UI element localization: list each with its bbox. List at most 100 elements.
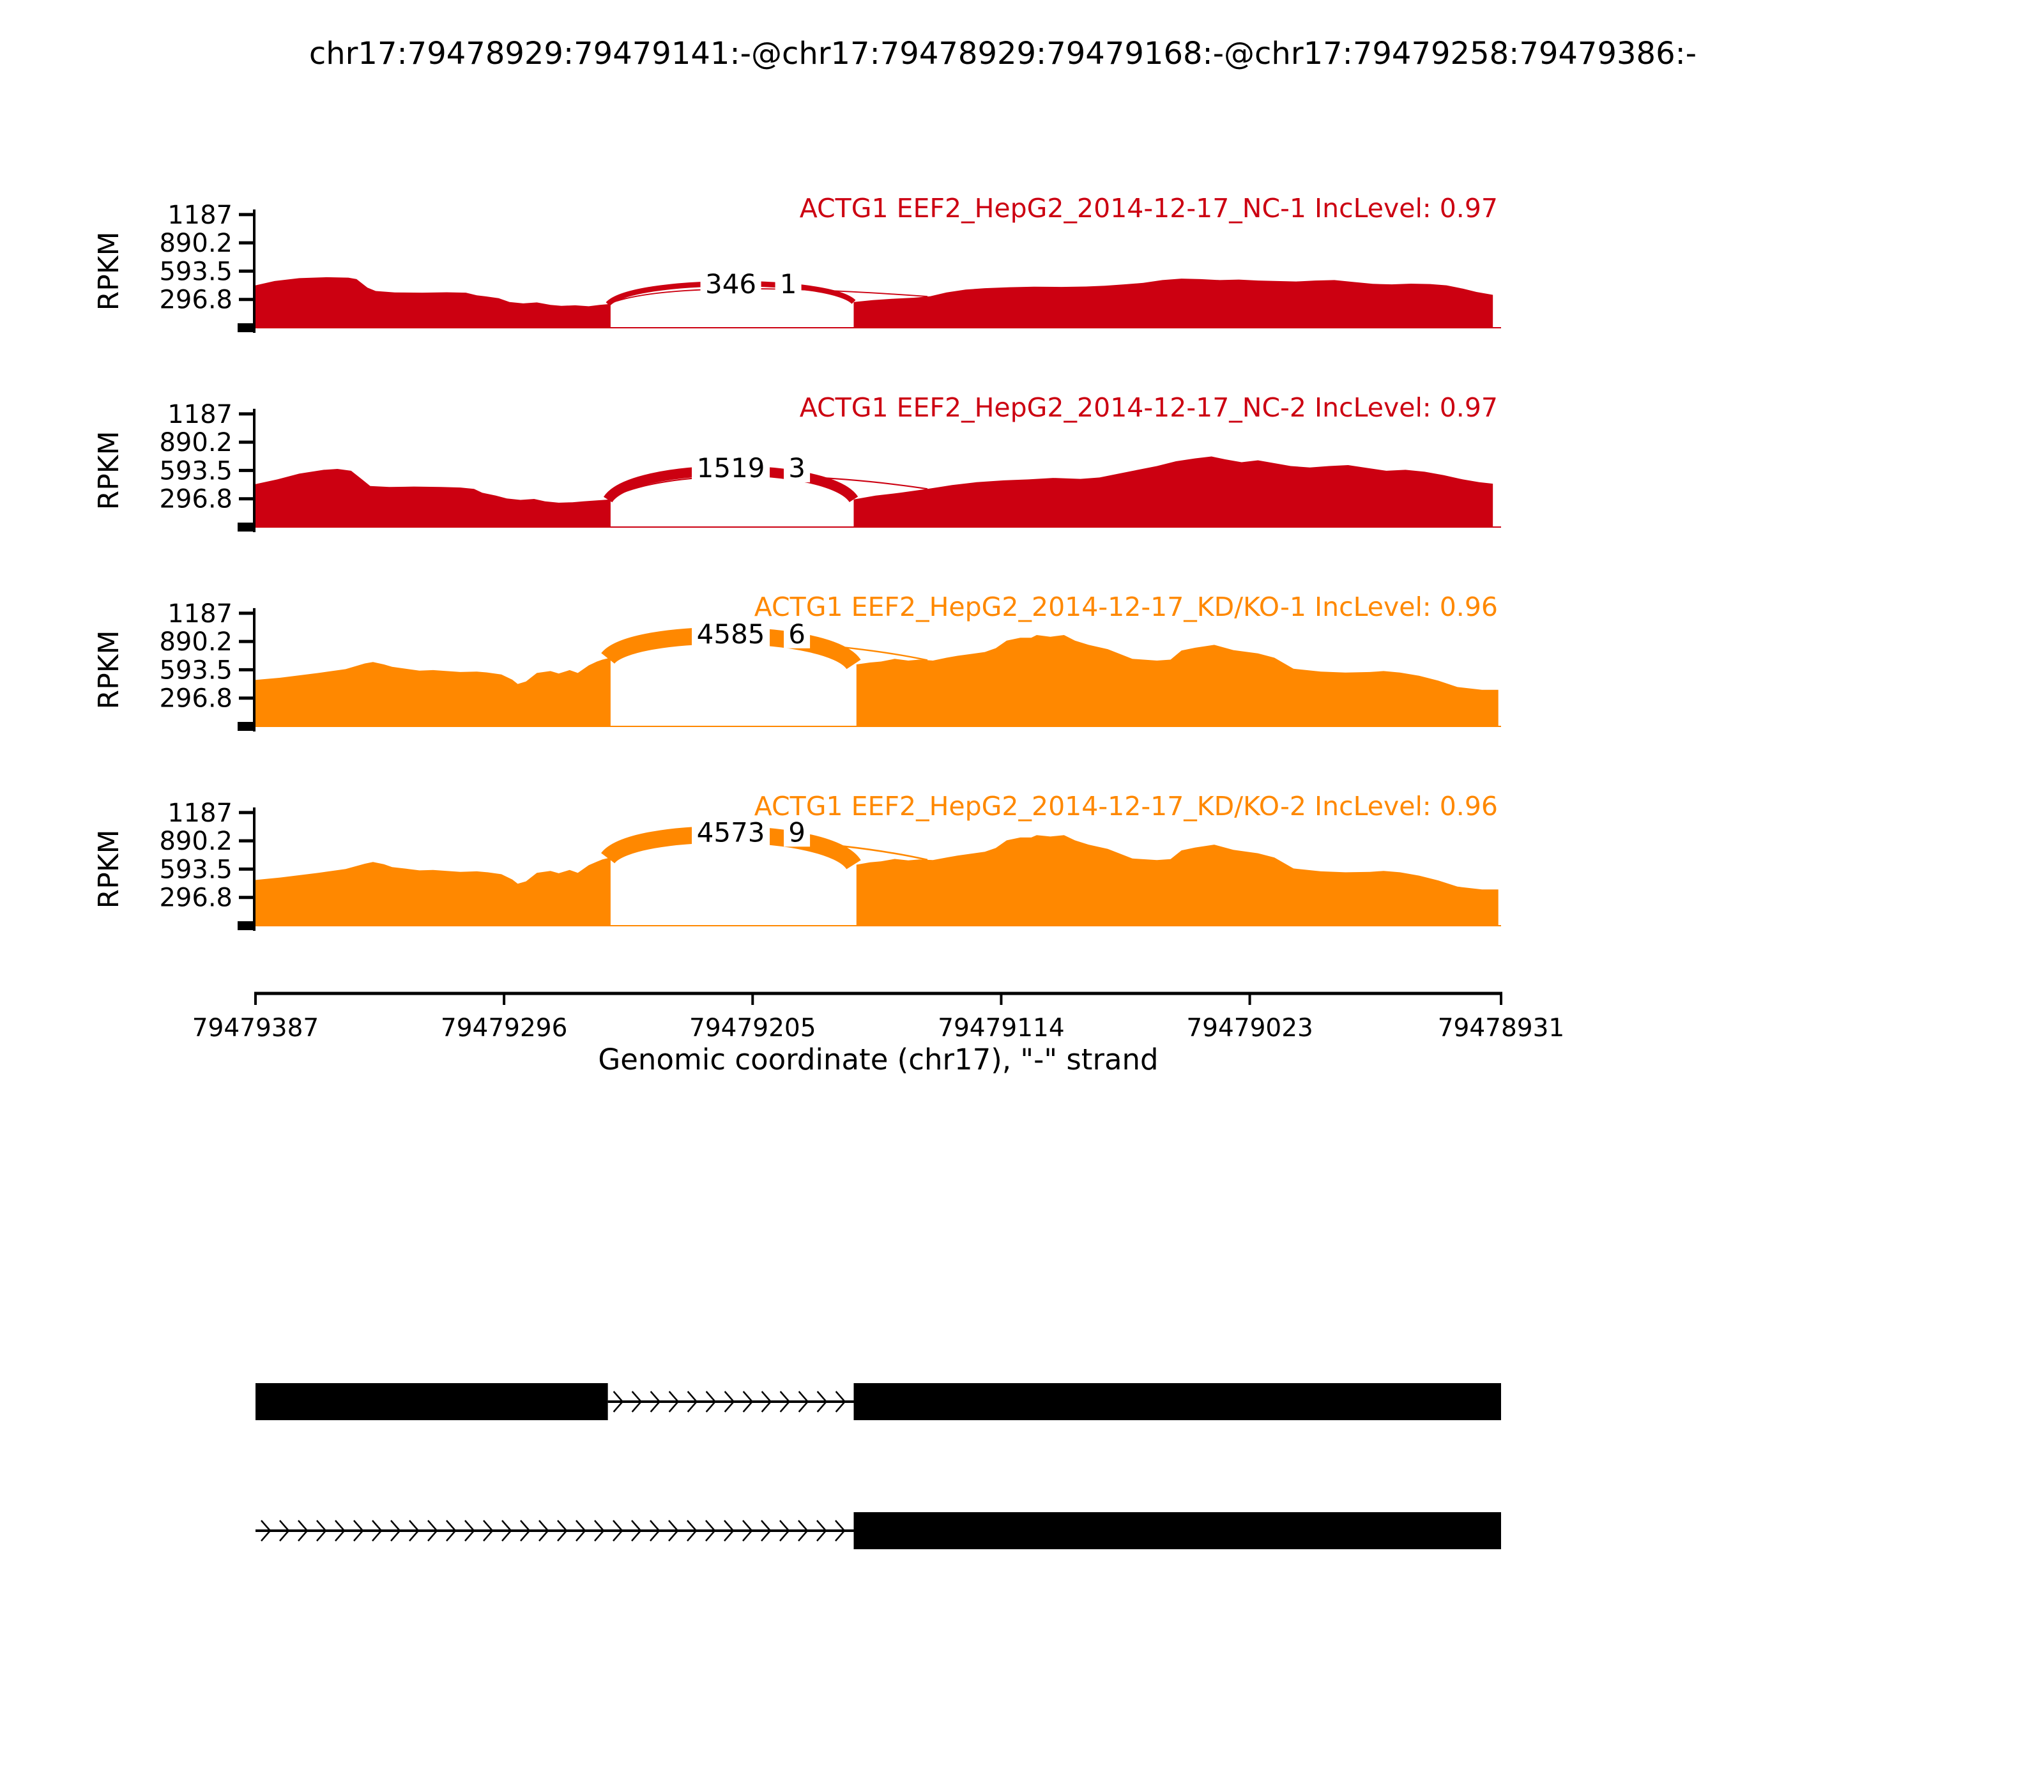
y-axis-base-tick — [238, 921, 256, 930]
strand-arrow-icon — [298, 1520, 309, 1542]
strand-arrow-icon — [724, 1391, 735, 1413]
y-tick-label: 296.8 — [159, 884, 233, 913]
strand-arrow-icon — [779, 1520, 790, 1542]
strand-arrow-icon — [705, 1391, 717, 1413]
track-title: ACTG1 EEF2_HepG2_2014-12-17_KD/KO-1 IncL… — [754, 592, 1498, 622]
junction-count-bg — [692, 817, 770, 847]
strand-arrow-icon — [446, 1520, 457, 1542]
y-tick-label: 296.8 — [159, 684, 233, 714]
coverage-area-downstream — [853, 279, 1493, 328]
y-axis-base-tick — [238, 323, 256, 332]
junction-count-bg — [784, 817, 811, 847]
strand-arrow-icon — [668, 1520, 679, 1542]
junction-count-skipping: 6 — [788, 618, 805, 650]
strand-arrow-icon — [279, 1520, 290, 1542]
strand-arrow-icon — [650, 1520, 660, 1542]
coverage-area-upstream — [256, 857, 611, 926]
strand-arrow-icon — [816, 1391, 828, 1413]
junction-count-inclusion: 346 — [705, 268, 756, 300]
y-tick-label: 1187 — [167, 400, 233, 429]
transcript-2 — [256, 1512, 1501, 1549]
strand-arrow-icon — [742, 1520, 753, 1542]
strand-arrow-icon — [520, 1520, 531, 1542]
junction-count-skipping: 1 — [780, 268, 797, 300]
strand-arrow-icon — [742, 1391, 754, 1413]
strand-arrow-icon — [557, 1520, 568, 1542]
strand-arrow-icon — [761, 1520, 772, 1542]
y-tick-label: 890.2 — [159, 627, 233, 657]
strand-arrow-icon — [835, 1520, 846, 1542]
junction-count-inclusion: 1519 — [697, 452, 765, 484]
track-title: ACTG1 EEF2_HepG2_2014-12-17_NC-2 IncLeve… — [800, 392, 1498, 423]
strand-arrow-icon — [501, 1520, 512, 1542]
strand-arrow-icon — [353, 1520, 364, 1542]
strand-arrow-icon — [724, 1520, 735, 1542]
strand-arrow-icon — [835, 1391, 846, 1413]
coverage-area-downstream — [856, 835, 1499, 926]
y-tick-label: 593.5 — [159, 257, 233, 286]
x-tick-label: 79479205 — [689, 1014, 816, 1043]
y-axis-title: RPKM — [93, 431, 125, 510]
y-axis-title: RPKM — [93, 829, 125, 908]
y-tick-label: 890.2 — [159, 229, 233, 258]
junction-count-bg — [784, 618, 811, 648]
strand-arrow-icon — [390, 1520, 401, 1542]
strand-arrow-icon — [631, 1391, 643, 1413]
y-tick-label: 593.5 — [159, 456, 233, 486]
x-tick-label: 79479296 — [441, 1014, 568, 1043]
coverage-area-downstream — [856, 635, 1499, 726]
junction-count-bg — [700, 268, 761, 298]
strand-arrow-icon — [631, 1520, 642, 1542]
coverage-area-upstream — [256, 657, 611, 726]
strand-arrow-icon — [761, 1391, 772, 1413]
strand-arrow-icon — [650, 1391, 661, 1413]
y-tick-label: 890.2 — [159, 827, 233, 856]
junction-count-skipping: 9 — [788, 816, 805, 848]
genomic-axis-layer: 79479387 79479296 79479205 79479114 79479023… — [192, 992, 1565, 1043]
transcript-1 — [256, 1383, 1501, 1420]
y-tick-label: 1187 — [167, 201, 233, 230]
track-title: ACTG1 EEF2_HepG2_2014-12-17_NC-1 IncLeve… — [800, 193, 1498, 224]
strand-arrow-icon — [335, 1520, 346, 1542]
x-tick-label: 79479023 — [1186, 1014, 1313, 1043]
strand-arrow-icon — [668, 1391, 680, 1413]
coverage-area-upstream — [256, 469, 611, 527]
y-axis-title: RPKM — [93, 231, 125, 310]
strand-arrow-icon — [816, 1520, 827, 1542]
y-tick-label: 890.2 — [159, 428, 233, 457]
strand-arrow-icon — [779, 1391, 791, 1413]
exon-block — [256, 1383, 608, 1420]
y-tick-label: 1187 — [167, 799, 233, 828]
plot-title: chr17:79478929:79479141:-@chr17:79478929… — [309, 36, 1697, 72]
strand-arrow-icon — [427, 1520, 438, 1542]
y-axis-title: RPKM — [93, 630, 125, 709]
junction-count-skipping: 3 — [788, 452, 805, 484]
coverage-area-upstream — [256, 277, 611, 328]
strand-arrow-icon — [594, 1520, 605, 1542]
strand-arrow-icon — [687, 1520, 698, 1542]
junction-count-inclusion: 4573 — [697, 816, 765, 848]
strand-arrow-icon — [261, 1520, 271, 1542]
junction-count-bg — [692, 453, 770, 483]
junction-count-bg — [784, 453, 811, 483]
x-tick-label: 79478931 — [1438, 1014, 1565, 1043]
x-tick-label: 79479114 — [938, 1014, 1065, 1043]
y-tick-label: 296.8 — [159, 485, 233, 514]
strand-arrow-icon — [705, 1520, 716, 1542]
strand-arrow-icon — [409, 1520, 420, 1542]
y-tick-label: 1187 — [167, 599, 233, 629]
strand-arrow-icon — [798, 1391, 809, 1413]
strand-arrow-icon — [613, 1391, 624, 1413]
y-tick-label: 296.8 — [159, 286, 233, 315]
y-tick-label: 593.5 — [159, 655, 233, 685]
x-axis-label: Genomic coordinate (chr17), "-" strand — [598, 1043, 1158, 1076]
exon-block — [853, 1383, 1501, 1420]
track-title: ACTG1 EEF2_HepG2_2014-12-17_KD/KO-2 IncL… — [754, 791, 1498, 822]
junction-count-bg — [692, 618, 770, 648]
